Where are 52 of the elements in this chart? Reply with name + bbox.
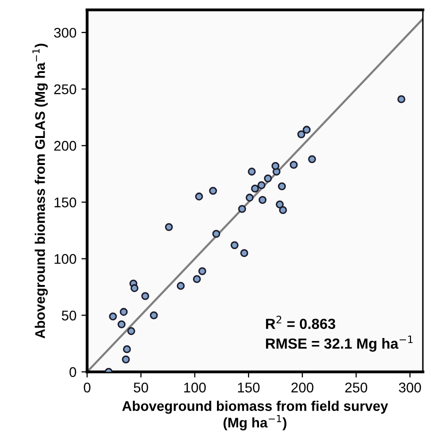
point <box>195 192 203 200</box>
point <box>302 126 311 134</box>
point <box>251 184 259 193</box>
point <box>297 130 306 138</box>
y-tick-label: 300 <box>54 28 76 38</box>
point <box>127 327 136 336</box>
x-tick-label: 50 <box>134 382 148 392</box>
y-tick-label: 50 <box>62 310 76 320</box>
point <box>290 160 298 169</box>
point <box>240 249 248 258</box>
point <box>308 155 316 164</box>
point <box>258 196 266 204</box>
point <box>264 174 272 182</box>
point <box>238 204 246 213</box>
y-tick-label: 100 <box>54 254 76 264</box>
y-axis-title: Aboveground biomass from GLAS (Mg ha$^{−1}$) <box>32 44 48 338</box>
point <box>120 308 128 316</box>
point <box>397 95 406 104</box>
point <box>176 282 185 290</box>
point <box>122 355 130 364</box>
point <box>246 194 254 202</box>
y-tick-label: 250 <box>54 84 76 94</box>
point <box>212 230 220 238</box>
point <box>198 267 206 276</box>
point <box>278 182 286 190</box>
point <box>164 223 173 231</box>
point <box>141 292 150 300</box>
point <box>192 275 201 284</box>
point <box>109 312 117 320</box>
x-tick-label: 300 <box>398 382 422 392</box>
y-tick-label: 150 <box>54 197 76 208</box>
point <box>230 241 239 250</box>
x-tick-label: 100 <box>184 382 206 392</box>
annotation: R$^{2}$ = 0.863 <box>266 316 336 330</box>
point <box>271 162 280 170</box>
point <box>276 200 284 208</box>
point <box>118 320 126 328</box>
point <box>209 186 217 195</box>
annotation: RMSE = 32.1 Mg ha$^{−1}$ <box>266 336 413 352</box>
x-tick-label: 0 <box>84 382 90 392</box>
y-tick-label: 0 <box>70 367 76 378</box>
x-tick-label: 150 <box>238 382 260 392</box>
point <box>279 206 287 214</box>
point <box>248 168 256 176</box>
point <box>130 284 138 292</box>
point <box>150 311 158 320</box>
x-axis-title: Aboveground biomass from field survey (Mg ha$^{−1}$) <box>122 400 388 430</box>
y-tick-label: 200 <box>54 140 76 151</box>
point <box>122 345 131 354</box>
x-tick-label: 250 <box>345 382 368 392</box>
x-tick-label: 200 <box>291 382 314 392</box>
point <box>258 181 266 190</box>
